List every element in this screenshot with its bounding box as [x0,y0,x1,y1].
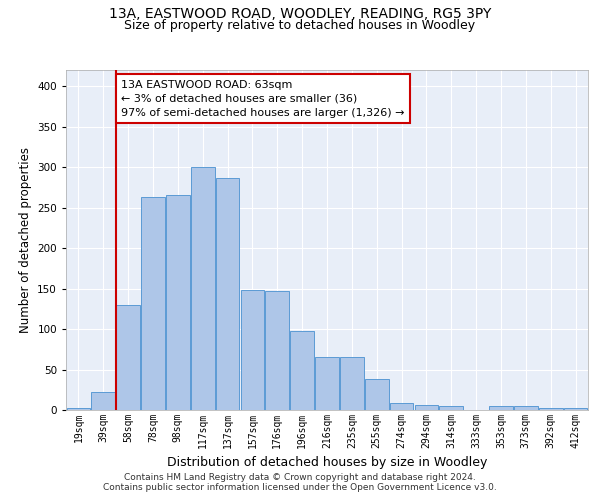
Bar [290,330,314,410]
Bar [564,408,587,410]
Y-axis label: Number of detached properties: Number of detached properties [19,147,32,333]
Bar [390,402,413,410]
Bar [365,379,389,410]
Bar [539,408,563,410]
Text: Contains public sector information licensed under the Open Government Licence v3: Contains public sector information licen… [103,484,497,492]
Bar [166,196,190,410]
Bar [116,305,140,410]
Bar [265,291,289,410]
Text: Size of property relative to detached houses in Woodley: Size of property relative to detached ho… [124,18,476,32]
X-axis label: Distribution of detached houses by size in Woodley: Distribution of detached houses by size … [167,456,487,469]
Bar [191,167,215,410]
Bar [415,405,438,410]
Bar [91,392,115,410]
Bar [315,358,339,410]
Bar [514,406,538,410]
Bar [489,406,513,410]
Bar [340,358,364,410]
Text: 13A EASTWOOD ROAD: 63sqm
← 3% of detached houses are smaller (36)
97% of semi-de: 13A EASTWOOD ROAD: 63sqm ← 3% of detache… [121,80,405,118]
Bar [216,178,239,410]
Bar [439,406,463,410]
Bar [241,290,264,410]
Text: 13A, EASTWOOD ROAD, WOODLEY, READING, RG5 3PY: 13A, EASTWOOD ROAD, WOODLEY, READING, RG… [109,8,491,22]
Text: Contains HM Land Registry data © Crown copyright and database right 2024.: Contains HM Land Registry data © Crown c… [124,472,476,482]
Bar [141,197,165,410]
Bar [67,408,90,410]
